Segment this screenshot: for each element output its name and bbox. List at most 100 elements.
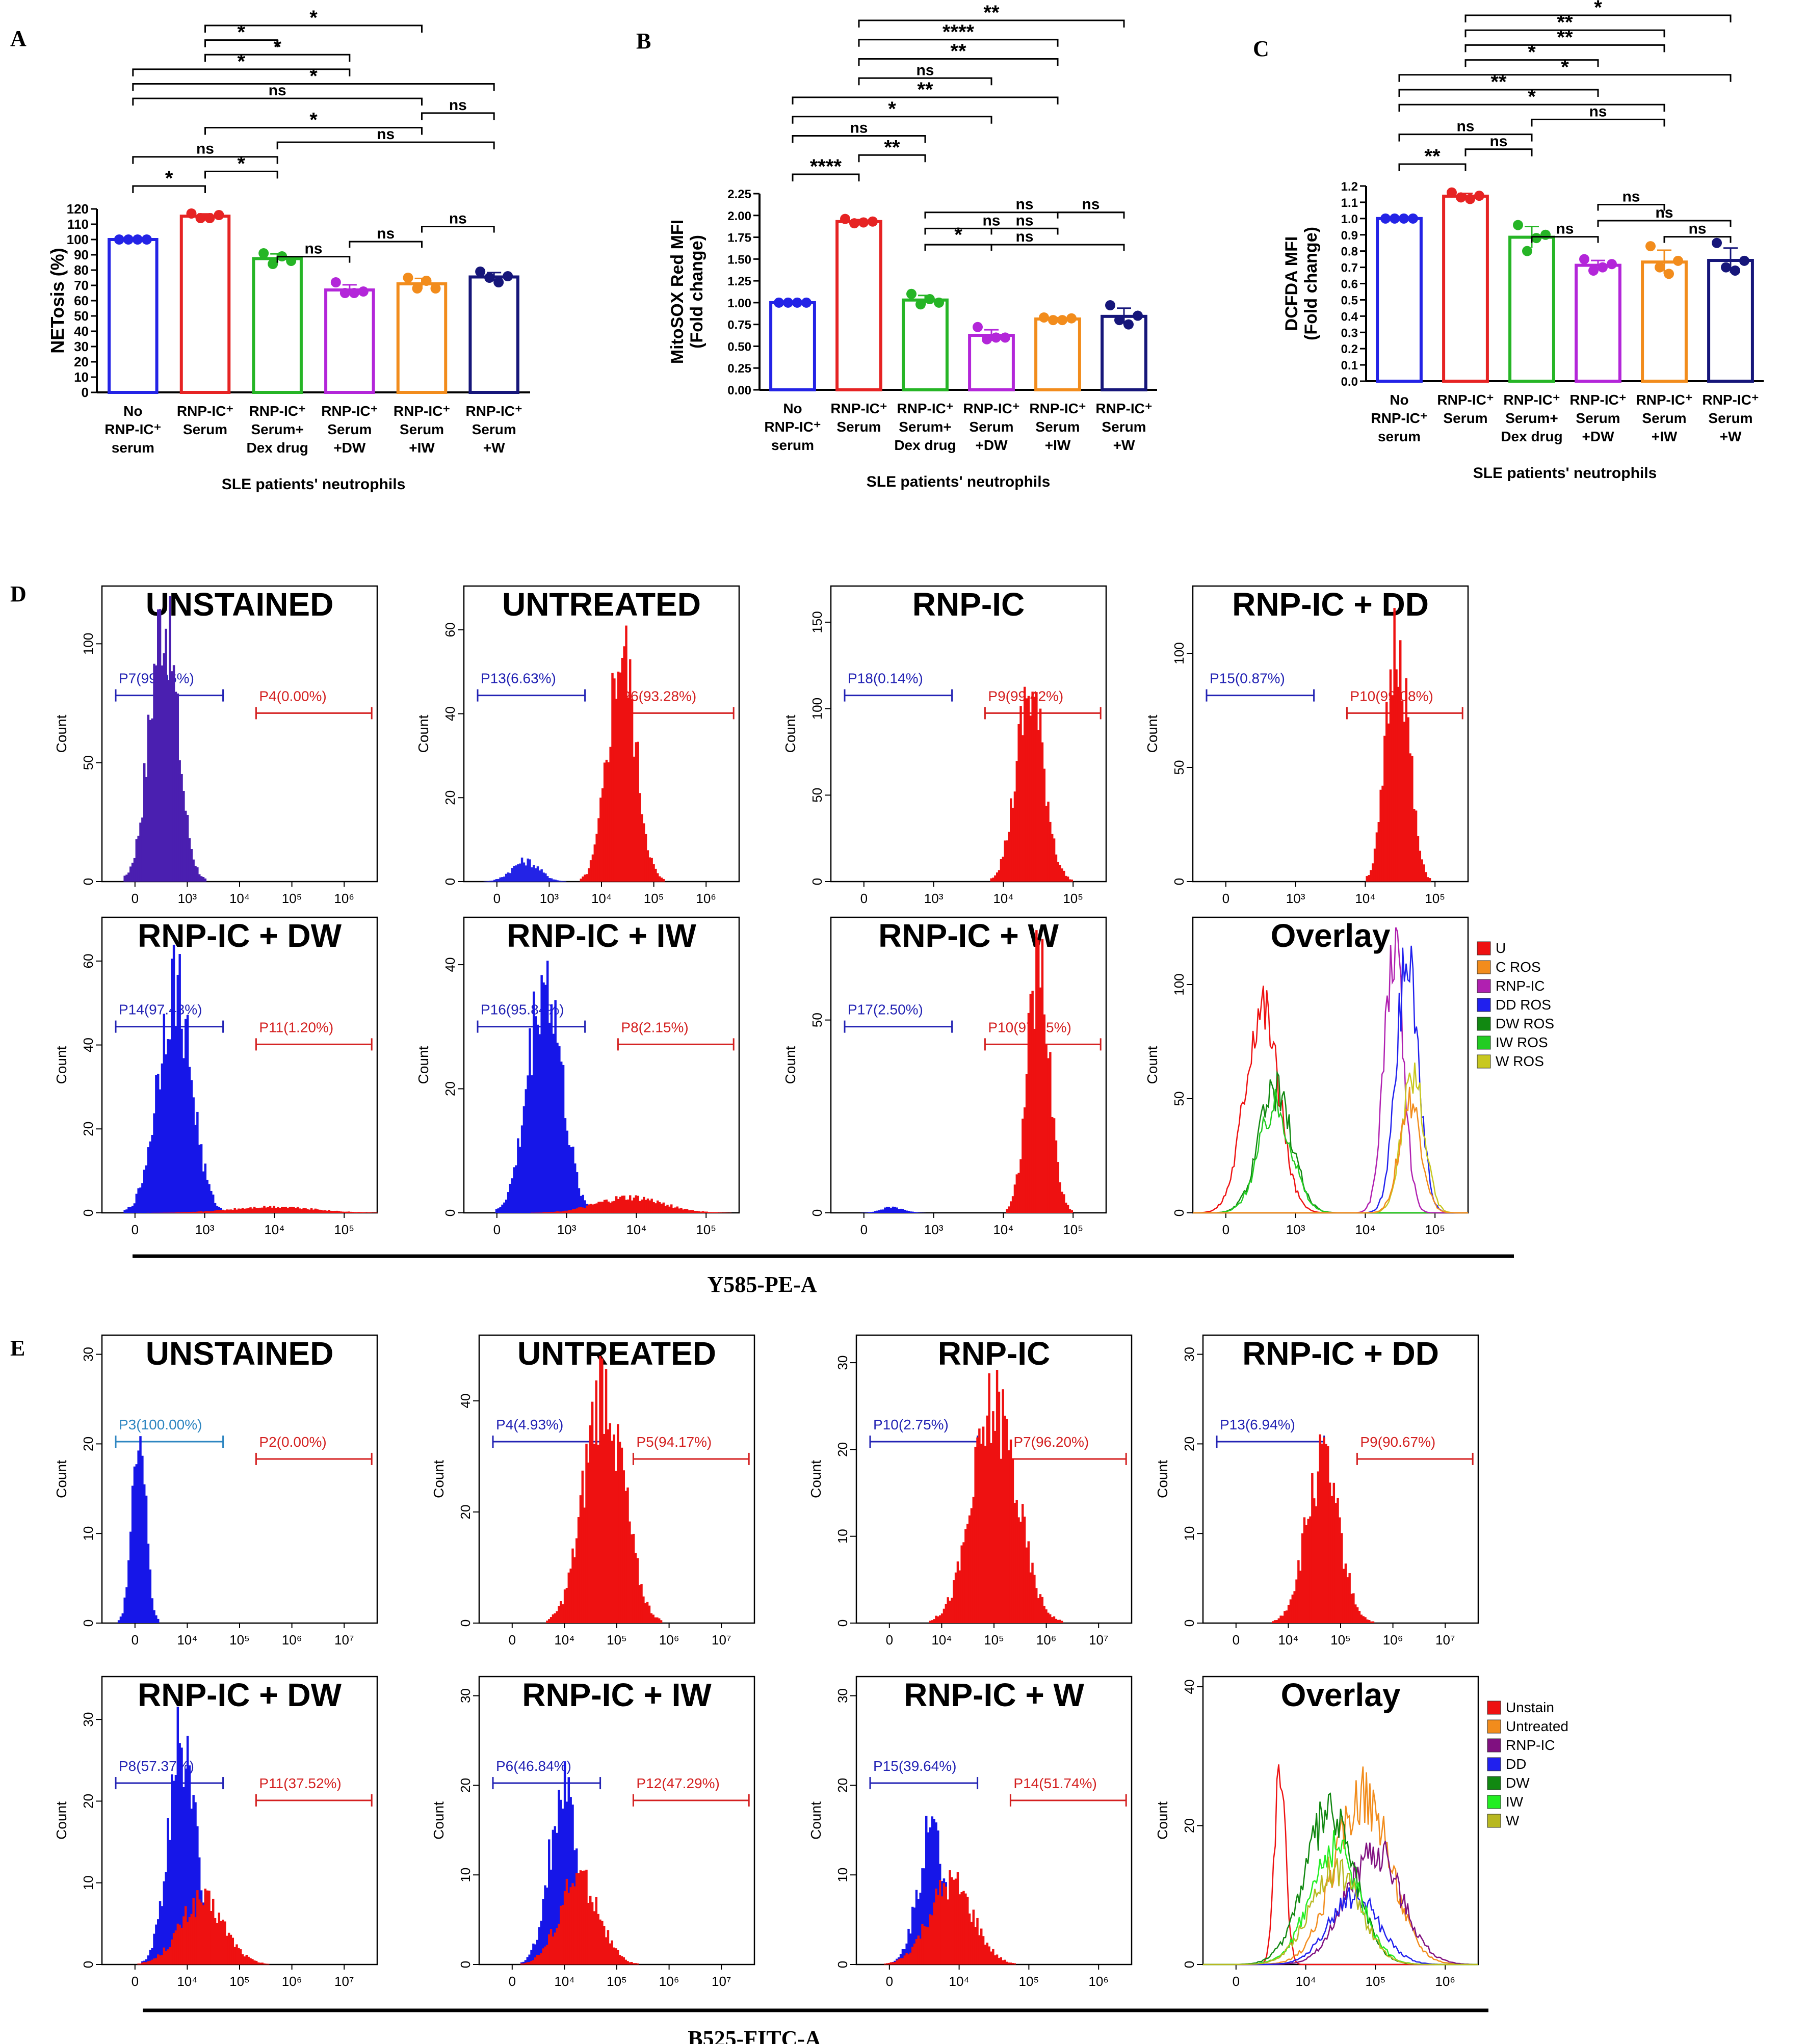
histogram-bin bbox=[172, 665, 175, 882]
panel-letter: B bbox=[636, 29, 651, 54]
histogram-bin bbox=[996, 872, 999, 882]
histogram-bin bbox=[247, 1208, 250, 1213]
significance-bracket bbox=[858, 154, 926, 163]
gate-label: P13(6.94%) bbox=[1220, 1417, 1295, 1432]
histogram-bin bbox=[1281, 1615, 1284, 1623]
y-tick-label: 20 bbox=[442, 1081, 458, 1096]
histogram-bin bbox=[615, 1471, 617, 1623]
histogram-bin bbox=[1370, 1621, 1373, 1623]
histogram-bin bbox=[137, 1450, 140, 1623]
histogram-bin bbox=[216, 1210, 219, 1213]
x-tick-label: 10⁵ bbox=[1425, 1222, 1445, 1237]
histogram-bin bbox=[570, 1147, 572, 1213]
histogram-bin bbox=[613, 1947, 615, 1965]
histogram-bin bbox=[992, 1411, 994, 1623]
histogram-bin bbox=[636, 1963, 639, 1965]
histogram-bin bbox=[1272, 1621, 1274, 1623]
histogram-bin bbox=[192, 859, 195, 882]
data-point bbox=[123, 234, 134, 245]
histogram-bin bbox=[652, 1202, 655, 1213]
histogram-bin bbox=[573, 1557, 576, 1623]
histogram-bin bbox=[953, 1879, 955, 1965]
histogram-bin bbox=[198, 1211, 201, 1213]
histogram-bin bbox=[577, 1873, 580, 1965]
histogram-bin bbox=[540, 1921, 543, 1965]
y-tick-label: 60 bbox=[81, 953, 96, 968]
histogram-bin bbox=[503, 1202, 506, 1213]
histogram-bin bbox=[1013, 1184, 1016, 1213]
histogram-bin bbox=[1049, 1614, 1052, 1623]
y-axis-label: MitoSOX Red MFI bbox=[668, 220, 687, 364]
histogram-bin bbox=[149, 1960, 152, 1965]
histogram-bin bbox=[147, 714, 150, 882]
histogram-bin bbox=[139, 1963, 142, 1965]
histogram-bin bbox=[1027, 1013, 1030, 1213]
histogram-bin bbox=[186, 1922, 189, 1965]
histogram-bin bbox=[613, 1434, 615, 1623]
histogram-bin bbox=[527, 1075, 529, 1213]
histogram-bin bbox=[1002, 857, 1005, 882]
significance-label: ns bbox=[1556, 221, 1574, 237]
histogram-bin bbox=[491, 881, 494, 882]
histogram-bin bbox=[174, 692, 177, 882]
histogram-bin bbox=[137, 1188, 140, 1213]
histogram-bin bbox=[363, 1212, 366, 1213]
histogram-bin bbox=[563, 1891, 566, 1965]
histogram-bin bbox=[1423, 864, 1425, 882]
data-point bbox=[1105, 300, 1115, 311]
y-tick-label: 40 bbox=[81, 1038, 96, 1052]
histogram-bin bbox=[281, 1207, 283, 1213]
panel-title: RNP-IC + DD bbox=[1242, 1335, 1439, 1372]
histogram-bin bbox=[884, 1963, 886, 1965]
histogram-bin bbox=[1066, 1205, 1069, 1213]
histogram-bin bbox=[265, 1207, 268, 1213]
histogram-bin bbox=[332, 1211, 334, 1213]
legend-label: Untreated bbox=[1506, 1718, 1568, 1734]
histogram-bin bbox=[721, 1212, 724, 1213]
x-tick-label: 0 bbox=[132, 1222, 139, 1237]
x-tick-label: 10⁴ bbox=[229, 891, 250, 906]
histogram-bin bbox=[192, 1898, 195, 1965]
significance-label: ns bbox=[377, 126, 395, 143]
histogram-bin bbox=[178, 760, 181, 882]
histogram-bin bbox=[560, 1905, 562, 1965]
histogram-bin bbox=[531, 1075, 533, 1213]
histogram-bin bbox=[1059, 1620, 1061, 1623]
histogram-bin bbox=[962, 1891, 965, 1965]
histogram-bin bbox=[255, 1208, 258, 1213]
histogram-bin bbox=[507, 872, 510, 882]
data-point bbox=[493, 277, 504, 287]
histogram-bin bbox=[530, 1960, 533, 1965]
histogram-bin bbox=[951, 1598, 953, 1623]
histogram-bin bbox=[178, 1743, 181, 1965]
histogram-bin bbox=[980, 1443, 983, 1623]
histogram-bin bbox=[622, 1957, 625, 1965]
histogram-bin bbox=[872, 1211, 875, 1213]
histogram-bin bbox=[149, 1569, 152, 1623]
x-tick-label: 10⁴ bbox=[1355, 891, 1375, 906]
legend-label: DD bbox=[1506, 1756, 1526, 1772]
category-label: Serum+ bbox=[1505, 410, 1558, 426]
category-label: +W bbox=[1113, 437, 1135, 453]
histogram-bin bbox=[159, 1901, 162, 1965]
gate-label: P11(1.20%) bbox=[259, 1019, 333, 1035]
data-point bbox=[1456, 192, 1466, 203]
data-point bbox=[1380, 213, 1391, 224]
gate-label: P18(0.14%) bbox=[848, 671, 923, 686]
histogram-bin bbox=[226, 1935, 228, 1965]
histogram-bin bbox=[233, 1208, 236, 1213]
y-axis-label: Count bbox=[808, 1460, 824, 1498]
histogram-bin bbox=[909, 1933, 912, 1965]
histogram-bin bbox=[172, 1781, 175, 1965]
histogram-bin bbox=[931, 1620, 934, 1623]
histogram-bin bbox=[548, 1839, 551, 1965]
significance-label: * bbox=[309, 65, 318, 88]
histogram-bin bbox=[538, 1034, 541, 1213]
histogram-bin bbox=[337, 1211, 341, 1213]
histogram-bin bbox=[625, 625, 627, 882]
histogram-bin bbox=[123, 1597, 126, 1623]
x-tick-label: 10³ bbox=[557, 1222, 577, 1237]
histogram-bin bbox=[216, 1923, 219, 1965]
y-tick-label: 0 bbox=[835, 1620, 850, 1627]
data-point bbox=[1645, 241, 1656, 252]
